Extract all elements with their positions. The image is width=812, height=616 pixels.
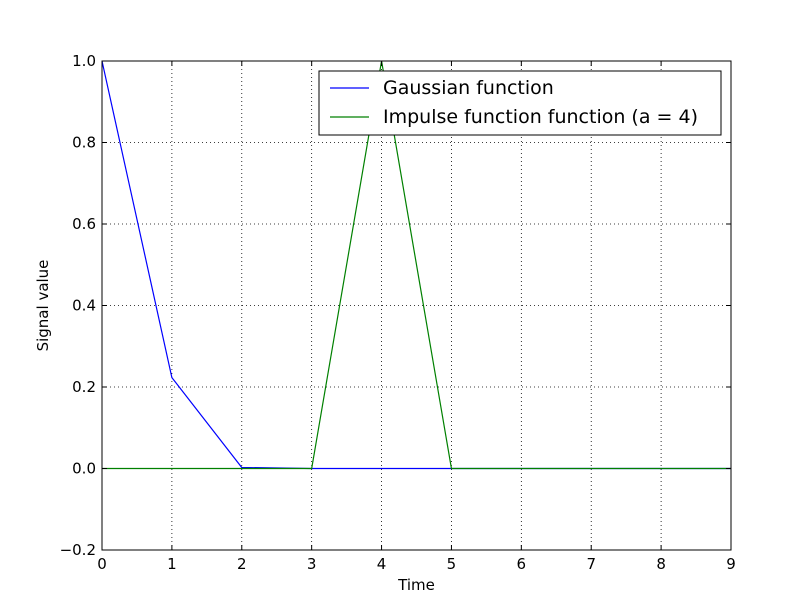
y-tick-label: 0.6 xyxy=(72,215,96,233)
x-tick-label: 4 xyxy=(377,555,387,573)
y-tick-label: 0.4 xyxy=(72,297,96,315)
x-tick-label: 6 xyxy=(517,555,527,573)
legend-label: Impulse function function (a = 4) xyxy=(383,106,698,128)
legend-box xyxy=(318,70,722,136)
x-tick-label: 3 xyxy=(307,555,317,573)
y-tick-label: 1.0 xyxy=(72,52,96,70)
x-tick-label: 0 xyxy=(97,555,107,573)
x-tick-label: 8 xyxy=(656,555,666,573)
x-tick-label: 7 xyxy=(586,555,596,573)
y-tick-label: 0.8 xyxy=(72,134,96,152)
x-tick-label: 1 xyxy=(167,555,177,573)
y-tick-label: 0.0 xyxy=(72,460,96,478)
x-tick-label: 9 xyxy=(726,555,736,573)
legend: Gaussian function Impulse function functi… xyxy=(318,70,722,136)
legend-label: Gaussian function xyxy=(383,77,554,99)
series-line-impulse xyxy=(102,61,731,470)
y-tick-label: 0.2 xyxy=(72,378,96,396)
plot-area xyxy=(102,61,731,470)
x-axis-label: Time xyxy=(397,576,435,594)
x-tick-label: 2 xyxy=(237,555,247,573)
x-tick-label: 5 xyxy=(447,555,457,573)
y-tick-label: −0.2 xyxy=(60,541,96,559)
y-axis-label: Signal value xyxy=(34,260,52,352)
axis-ticks: 0 1 2 3 4 5 6 7 8 9 −0.2 0.0 0.2 0.4 0.6 0.8 1.0 xyxy=(60,52,736,573)
